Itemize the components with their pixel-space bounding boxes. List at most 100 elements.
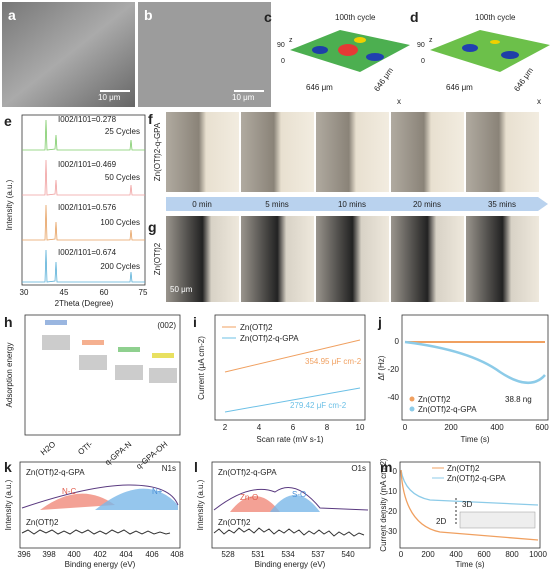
ratio: I002/I101=0.278 <box>58 115 117 124</box>
legend-label: Zn(OTf)2 <box>240 323 273 332</box>
x-tick-label: 400 <box>490 423 504 432</box>
x-tick-label: 400 <box>449 550 463 559</box>
time-label: 10 mins <box>338 200 366 209</box>
time-label: 35 mins <box>488 200 516 209</box>
panel-label: c <box>264 9 272 25</box>
trace-name: 200 Cycles <box>100 262 140 271</box>
panel-label: f <box>148 111 153 127</box>
y-axis-label: Δf (Hz) <box>377 355 386 380</box>
y-axis-label: Intensity (a.u.) <box>5 179 14 230</box>
x-tick-label: 531 <box>251 550 265 559</box>
x-tick-label: 200 <box>421 550 435 559</box>
sample-label: Zn(OTf)2-q-GPA <box>218 468 277 477</box>
legend-label: Zn(OTf)2-q-GPA <box>418 405 477 414</box>
axis-label: 646 μm <box>446 83 473 92</box>
sample-label: Zn(OTf)2 <box>26 518 59 527</box>
panel-label: k <box>4 459 12 475</box>
sem-image <box>2 2 135 107</box>
y-tick-label: -20 <box>387 365 399 374</box>
regime-label: 3D <box>462 500 472 509</box>
x-axis-label: Scan rate (mV s-1) <box>256 435 323 444</box>
sample-label: Zn(OTf)2 <box>153 242 162 275</box>
panel-label: j <box>377 314 382 330</box>
panel-label: e <box>4 113 12 129</box>
x-tick-label: 396 <box>17 550 31 559</box>
sample-label: Zn(OTf)2-q-GPA <box>153 122 162 181</box>
xps-spectrum <box>21 484 179 535</box>
legend-label: Zn(OTf)2 <box>447 464 480 473</box>
x-tick-label: 406 <box>145 550 159 559</box>
x-tick-label: 1000 <box>529 550 547 559</box>
x-tick-label: 404 <box>119 550 133 559</box>
scale-bar: 50 μm <box>170 285 193 294</box>
y-axis-label: Intensity (a.u.) <box>4 479 13 530</box>
time-label: 5 mins <box>265 200 289 209</box>
panel-label: h <box>4 314 13 330</box>
fit-line <box>224 339 361 373</box>
legend-label: Zn(OTf)2-q-GPA <box>240 334 299 343</box>
axis-label: z <box>429 37 433 44</box>
plot-frame <box>19 461 181 549</box>
scale-bar: 10 μm <box>98 93 121 102</box>
x-tick-label: 200 <box>444 423 458 432</box>
cycle-label: 100th cycle <box>475 13 516 22</box>
x-tick-label: 0 <box>403 423 408 432</box>
x-tick-label: 408 <box>170 550 184 559</box>
adsorption-marker <box>42 320 177 383</box>
axis-label: x <box>397 97 401 106</box>
y-tick-label: -40 <box>387 393 399 402</box>
x-tick-label: 398 <box>42 550 56 559</box>
plot-frame <box>214 314 366 421</box>
x-tick-label: 528 <box>221 550 235 559</box>
panel-label: a <box>8 7 16 23</box>
sem-image <box>138 2 271 107</box>
ratio: I002/I101=0.469 <box>58 160 117 169</box>
x-tick-label: 540 <box>341 550 355 559</box>
x-tick-label: 0 <box>399 550 404 559</box>
x-tick-label: 402 <box>93 550 107 559</box>
peak-label: N-C <box>62 487 76 496</box>
x-tick-label: 537 <box>311 550 325 559</box>
x-tick-label: 600 <box>535 423 549 432</box>
x-tick-label: 6 <box>291 423 296 432</box>
y-axis-label: Current (μA cm-2) <box>197 336 206 400</box>
x-tick-label: 60 <box>100 288 109 297</box>
panel-label: g <box>148 219 157 235</box>
axis-label: 90 <box>277 42 285 49</box>
x-tick-label: 10 <box>356 423 365 432</box>
axis-label: 646 μm <box>306 83 333 92</box>
plot-frame <box>21 114 146 286</box>
ratio: I002/I101=0.576 <box>58 203 117 212</box>
legend-swatch <box>409 406 415 412</box>
annotation: 279.42 μF cm-2 <box>290 401 347 410</box>
x-axis-label: Time (s) <box>460 435 489 444</box>
panel-label: l <box>194 459 198 475</box>
peak-label: N+ <box>152 487 163 496</box>
plot-frame <box>211 461 371 549</box>
trace-name: 25 Cycles <box>105 127 140 136</box>
x-tick-label: 600 <box>477 550 491 559</box>
surface-map <box>290 30 550 72</box>
x-tick-label: 30 <box>20 288 29 297</box>
sample-label: Zn(OTf)2 <box>218 518 251 527</box>
y-tick-label: 0 <box>395 337 400 346</box>
legend-label: Zn(OTf)2 <box>418 395 451 404</box>
x-tick-label: 8 <box>325 423 330 432</box>
x-tick-label: q-GPA-N <box>103 439 133 467</box>
timeline-arrow <box>166 197 548 211</box>
y-tick-label: -10 <box>385 487 397 496</box>
legend-label: Zn(OTf)2-q-GPA <box>447 474 506 483</box>
x-tick-label: 4 <box>257 423 262 432</box>
x-tick-label: 800 <box>505 550 519 559</box>
inset <box>459 511 536 529</box>
panel-label: m <box>380 459 392 475</box>
core-level: N1s <box>162 464 176 473</box>
x-tick-label: 400 <box>67 550 81 559</box>
trace-name: 50 Cycles <box>105 173 140 182</box>
trace <box>404 340 546 384</box>
axis-label: 90 <box>417 42 425 49</box>
axis-label: 646 μm <box>372 66 395 93</box>
y-tick-label: -20 <box>385 507 397 516</box>
axis-label: x <box>537 97 541 106</box>
panel-label: d <box>410 9 419 25</box>
